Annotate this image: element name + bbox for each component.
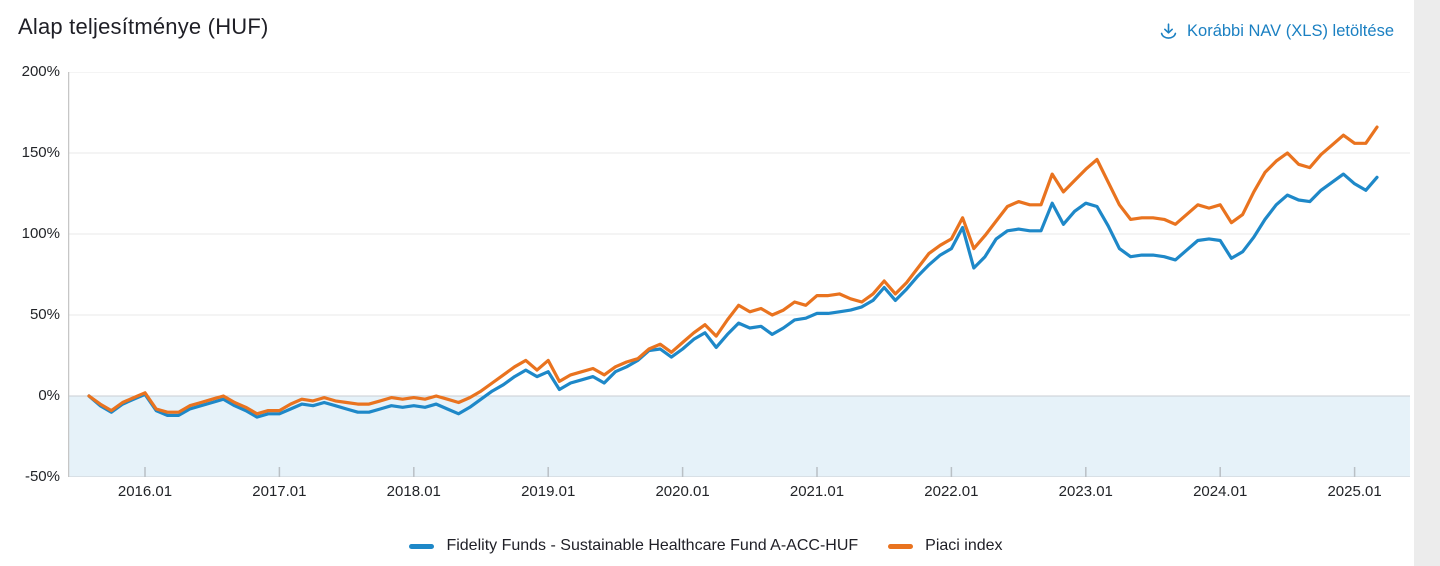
x-axis-label: 2022.01	[924, 483, 979, 500]
y-axis-label: 200%	[21, 63, 60, 80]
x-axis-label: 2025.01	[1327, 483, 1382, 500]
page-background-strip	[1414, 0, 1440, 566]
index-line	[87, 125, 1379, 416]
y-axis-label: 150%	[21, 144, 60, 161]
x-axis-labels: 2016.01 2017.01 2018.01 2019.01 2020.01 2021.…	[68, 482, 1410, 504]
y-axis-labels: 200% 150% 100% 50% 0% -50%	[0, 63, 60, 485]
x-axis-label: 2023.01	[1058, 483, 1113, 500]
x-axis-label: 2016.01	[117, 483, 173, 500]
page-title: Alap teljesítménye (HUF)	[18, 14, 269, 39]
y-axis-label: -50%	[24, 468, 60, 485]
download-link-label: Korábbi NAV (XLS) letöltése	[1187, 22, 1394, 40]
y-axis-label: 0%	[38, 387, 60, 404]
performance-chart	[68, 72, 1410, 477]
fund-legend-marker	[409, 543, 435, 549]
legend-item-fund[interactable]: Fidelity Funds - Sustainable Healthcare …	[409, 537, 858, 555]
x-axis-label: 2021.01	[789, 483, 845, 500]
index-legend-label: Piaci index	[925, 537, 1003, 554]
chart-legend: Fidelity Funds - Sustainable Healthcare …	[0, 537, 1412, 555]
x-axis-label: 2024.01	[1193, 483, 1248, 500]
chart-area	[68, 72, 1410, 477]
y-axis-label: 50%	[29, 306, 60, 323]
download-nav-xls-link[interactable]: Korábbi NAV (XLS) letöltése	[1159, 22, 1394, 41]
fund-line	[87, 172, 1379, 419]
fund-legend-label: Fidelity Funds - Sustainable Healthcare …	[446, 537, 859, 554]
x-axis-label: 2019.01	[521, 483, 576, 500]
x-axis-label: 2017.01	[252, 483, 307, 500]
download-icon	[1160, 23, 1177, 39]
index-legend-marker	[888, 543, 914, 549]
y-axis-label: 100%	[21, 225, 60, 242]
x-axis-label: 2018.01	[386, 483, 441, 500]
legend-item-index[interactable]: Piaci index	[888, 537, 1003, 555]
negative-plot-band	[68, 396, 1410, 477]
x-axis-label: 2020.01	[655, 483, 710, 500]
